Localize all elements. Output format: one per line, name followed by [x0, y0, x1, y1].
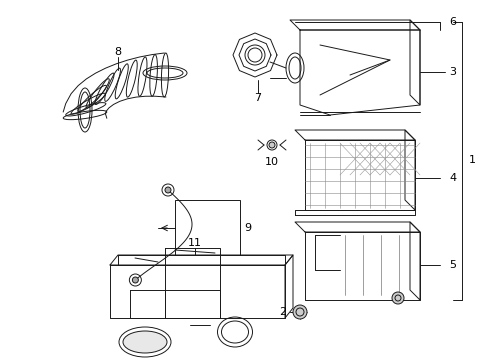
Bar [175, 200, 240, 255]
Text: 2: 2 [279, 307, 287, 317]
Text: 7: 7 [254, 93, 262, 103]
Text: 10: 10 [265, 157, 279, 167]
Circle shape [392, 292, 404, 304]
Text: 8: 8 [115, 47, 122, 57]
Text: 3: 3 [449, 67, 457, 77]
Circle shape [132, 277, 138, 283]
Ellipse shape [269, 142, 275, 148]
Circle shape [165, 187, 171, 193]
Text: 11: 11 [188, 238, 202, 248]
Text: 1: 1 [468, 155, 475, 165]
Text: 4: 4 [449, 173, 457, 183]
Text: 5: 5 [449, 260, 457, 270]
Text: 9: 9 [245, 223, 251, 233]
Ellipse shape [123, 331, 167, 353]
Circle shape [293, 305, 307, 319]
Text: 6: 6 [449, 17, 457, 27]
